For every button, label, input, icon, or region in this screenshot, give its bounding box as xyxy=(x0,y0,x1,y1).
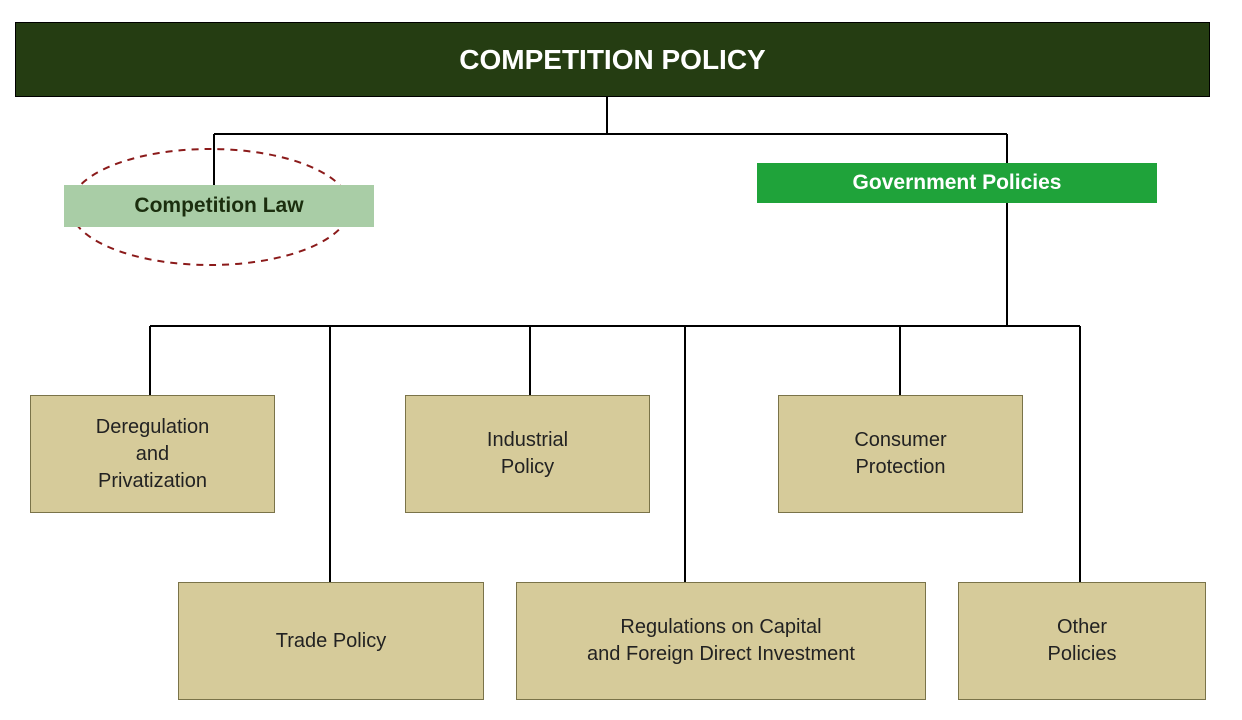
branch-label: Competition Law xyxy=(134,194,303,218)
leaf-label: Trade Policy xyxy=(276,628,386,655)
branch-label: Government Policies xyxy=(853,171,1062,195)
leaf-consumer: Consumer Protection xyxy=(778,395,1023,513)
leaf-label: Industrial Policy xyxy=(487,427,568,481)
branch-competition-law: Competition Law xyxy=(64,185,374,227)
leaf-label: Consumer Protection xyxy=(854,427,946,481)
leaf-label: Other Policies xyxy=(1048,614,1117,668)
leaf-other: Other Policies xyxy=(958,582,1206,700)
leaf-label: Deregulation and Privatization xyxy=(96,414,209,495)
diagram-canvas: COMPETITION POLICY Competition Law Govern… xyxy=(0,0,1242,720)
leaf-dereg: Deregulation and Privatization xyxy=(30,395,275,513)
header-box: COMPETITION POLICY xyxy=(15,22,1210,97)
branch-gov-policies: Government Policies xyxy=(757,163,1157,203)
header-label: COMPETITION POLICY xyxy=(459,44,765,76)
leaf-regcap: Regulations on Capital and Foreign Direc… xyxy=(516,582,926,700)
leaf-label: Regulations on Capital and Foreign Direc… xyxy=(587,614,855,668)
leaf-trade: Trade Policy xyxy=(178,582,484,700)
leaf-industrial: Industrial Policy xyxy=(405,395,650,513)
